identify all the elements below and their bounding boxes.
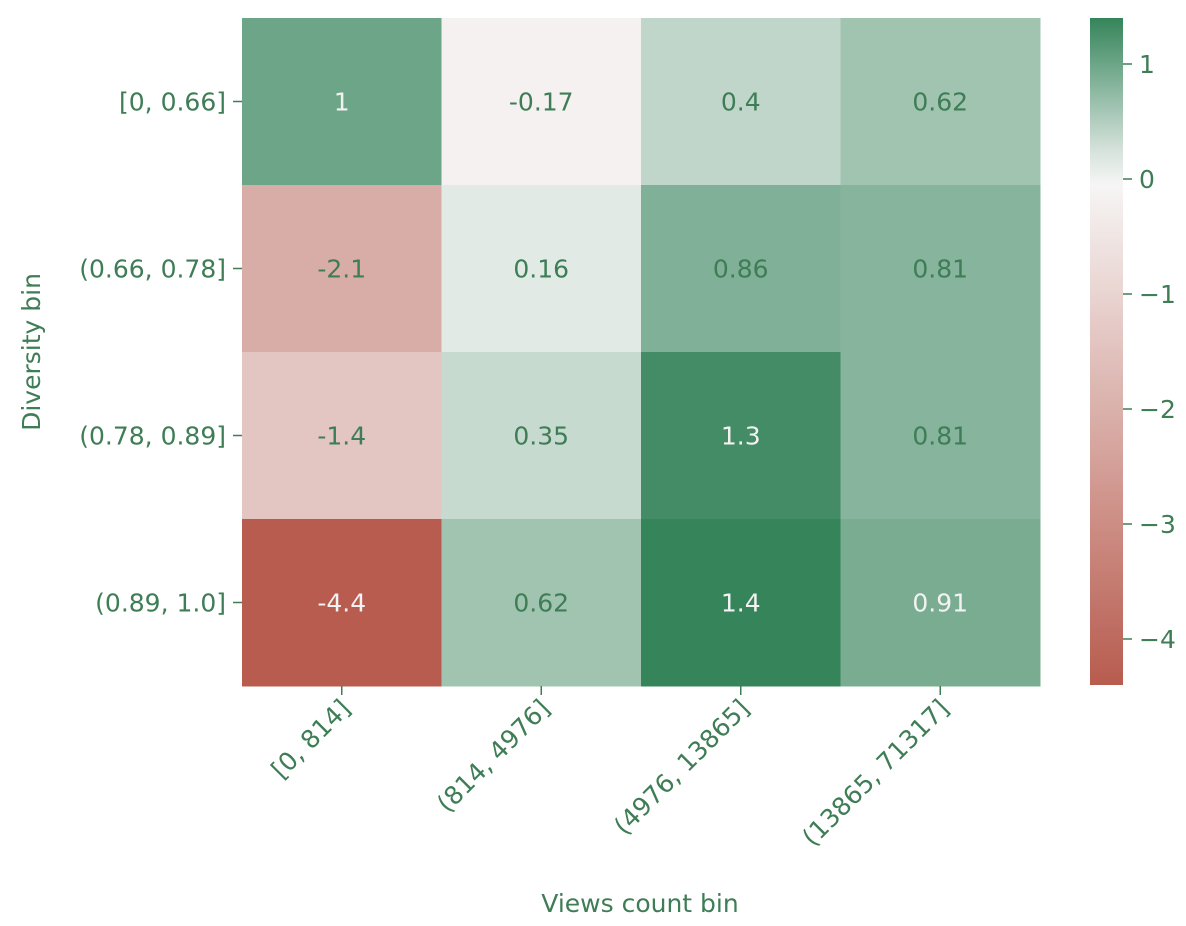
colorbar-tick-label: −4 <box>1139 625 1176 654</box>
cell-value-label: -0.17 <box>509 88 574 117</box>
cell-value-label: 1 <box>334 88 350 117</box>
heatmap-cell <box>441 519 642 687</box>
cell-value-label: 0.86 <box>713 255 769 284</box>
cell-value-label: 0.81 <box>912 255 968 284</box>
x-tick-label: (13865, 71317] <box>796 694 954 852</box>
heatmap-cell <box>242 18 442 186</box>
y-tick-label: (0.89, 1.0] <box>95 589 226 618</box>
heatmap-cell <box>242 519 442 687</box>
colorbar-tick-label: 1 <box>1139 50 1155 79</box>
heatmap-cell <box>242 352 442 520</box>
heatmap-cell <box>242 185 442 353</box>
heatmap-cell <box>641 352 841 520</box>
heatmap-cell <box>441 18 642 186</box>
colorbar: 1 0 −1 −2 −3 −4 <box>1090 18 1176 685</box>
cell-value-label: -4.4 <box>317 589 366 618</box>
x-axis: [0, 814] (814, 4976] (4976, 13865] (13865, … <box>265 686 954 852</box>
heatmap-cell <box>641 18 841 186</box>
cell-value-label: 0.62 <box>912 88 968 117</box>
cell-value-label: 0.62 <box>513 589 569 618</box>
heatmap-cells <box>242 18 1041 687</box>
heatmap-cell <box>441 352 642 520</box>
colorbar-gradient <box>1090 18 1123 685</box>
y-tick-label: (0.66, 0.78] <box>79 255 226 284</box>
cell-value-label: 0.91 <box>912 589 968 618</box>
cell-value-label: 0.35 <box>513 422 569 451</box>
cell-value-label: 1.4 <box>721 589 761 618</box>
colorbar-tick-label: −1 <box>1139 280 1176 309</box>
x-tick-label: (814, 4976] <box>431 694 555 818</box>
y-tick-label: (0.78, 0.89] <box>79 422 226 451</box>
cell-value-label: -1.4 <box>317 422 366 451</box>
cell-value-label: 0.81 <box>912 422 968 451</box>
cell-value-label: 0.4 <box>721 88 761 117</box>
y-axis: [0, 0.66] (0.66, 0.78] (0.78, 0.89] (0.89, … <box>79 88 242 618</box>
colorbar-tick-label: −2 <box>1139 395 1176 424</box>
colorbar-tick-label: −3 <box>1139 510 1176 539</box>
cell-value-label: 1.3 <box>721 422 761 451</box>
heatmap-cell <box>641 519 841 687</box>
cell-value-labels: 1 -0.17 0.4 0.62 -2.1 0.16 0.86 0.81 -1.4 0.35 1.3… <box>317 88 968 618</box>
cell-value-label: -2.1 <box>317 255 366 284</box>
y-axis-title: Diversity bin <box>17 273 46 431</box>
cell-value-label: 0.16 <box>513 255 569 284</box>
colorbar-tick-label: 0 <box>1139 165 1155 194</box>
heatmap-cell <box>441 185 642 353</box>
heatmap-cell <box>840 185 1041 353</box>
x-axis-title: Views count bin <box>541 889 738 918</box>
y-tick-label: [0, 0.66] <box>119 88 226 117</box>
x-tick-label: (4976, 13865] <box>608 694 755 841</box>
heatmap-cell <box>840 519 1041 687</box>
heatmap-cell <box>840 18 1041 186</box>
heatmap-cell <box>641 185 841 353</box>
heatmap-cell <box>840 352 1041 520</box>
x-tick-label: [0, 814] <box>265 694 356 785</box>
